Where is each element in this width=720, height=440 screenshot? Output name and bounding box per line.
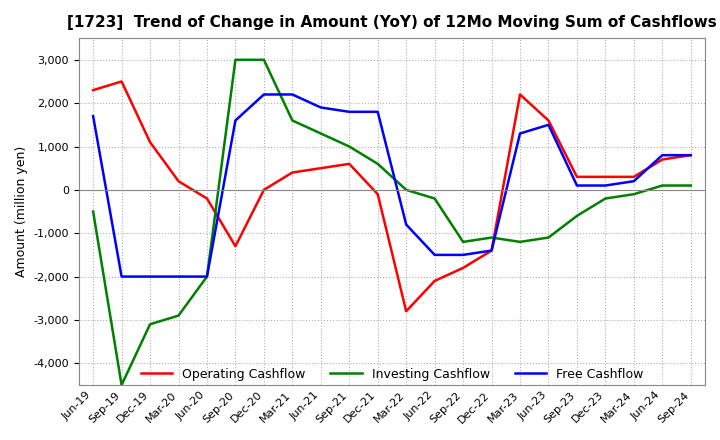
Operating Cashflow <box>202 196 211 201</box>
Free Cashflow <box>317 105 325 110</box>
Operating Cashflow <box>516 92 524 97</box>
Investing Cashflow <box>516 239 524 245</box>
Operating Cashflow <box>544 118 553 123</box>
Free Cashflow <box>145 274 154 279</box>
Free Cashflow <box>459 252 467 257</box>
Investing Cashflow <box>487 235 496 240</box>
Operating Cashflow <box>89 88 97 93</box>
Operating Cashflow <box>629 174 638 180</box>
Operating Cashflow <box>145 139 154 145</box>
Free Cashflow <box>288 92 297 97</box>
Investing Cashflow <box>345 144 354 149</box>
Free Cashflow <box>572 183 581 188</box>
Investing Cashflow <box>459 239 467 245</box>
Operating Cashflow <box>260 187 269 192</box>
Operating Cashflow <box>345 161 354 166</box>
Free Cashflow <box>374 109 382 114</box>
Y-axis label: Amount (million yen): Amount (million yen) <box>15 146 28 277</box>
Free Cashflow <box>231 118 240 123</box>
Title: [1723]  Trend of Change in Amount (YoY) of 12Mo Moving Sum of Cashflows: [1723] Trend of Change in Amount (YoY) o… <box>67 15 717 30</box>
Free Cashflow <box>516 131 524 136</box>
Free Cashflow <box>117 274 126 279</box>
Investing Cashflow <box>202 274 211 279</box>
Operating Cashflow <box>431 278 439 283</box>
Free Cashflow <box>686 153 695 158</box>
Operating Cashflow <box>487 248 496 253</box>
Investing Cashflow <box>629 191 638 197</box>
Operating Cashflow <box>459 265 467 271</box>
Operating Cashflow <box>117 79 126 84</box>
Investing Cashflow <box>374 161 382 166</box>
Investing Cashflow <box>117 382 126 388</box>
Free Cashflow <box>345 109 354 114</box>
Operating Cashflow <box>231 244 240 249</box>
Free Cashflow <box>601 183 610 188</box>
Operating Cashflow <box>572 174 581 180</box>
Investing Cashflow <box>402 187 410 192</box>
Free Cashflow <box>402 222 410 227</box>
Free Cashflow <box>174 274 183 279</box>
Investing Cashflow <box>89 209 97 214</box>
Investing Cashflow <box>658 183 667 188</box>
Investing Cashflow <box>231 57 240 62</box>
Investing Cashflow <box>544 235 553 240</box>
Free Cashflow <box>431 252 439 257</box>
Investing Cashflow <box>288 118 297 123</box>
Operating Cashflow <box>174 179 183 184</box>
Line: Operating Cashflow: Operating Cashflow <box>93 81 690 311</box>
Free Cashflow <box>89 114 97 119</box>
Operating Cashflow <box>317 165 325 171</box>
Line: Free Cashflow: Free Cashflow <box>93 95 690 277</box>
Investing Cashflow <box>317 131 325 136</box>
Investing Cashflow <box>145 322 154 327</box>
Line: Investing Cashflow: Investing Cashflow <box>93 60 690 385</box>
Investing Cashflow <box>260 57 269 62</box>
Free Cashflow <box>260 92 269 97</box>
Investing Cashflow <box>572 213 581 219</box>
Investing Cashflow <box>174 313 183 318</box>
Operating Cashflow <box>402 308 410 314</box>
Free Cashflow <box>629 179 638 184</box>
Legend: Operating Cashflow, Investing Cashflow, Free Cashflow: Operating Cashflow, Investing Cashflow, … <box>135 363 648 385</box>
Investing Cashflow <box>601 196 610 201</box>
Operating Cashflow <box>658 157 667 162</box>
Operating Cashflow <box>686 153 695 158</box>
Investing Cashflow <box>431 196 439 201</box>
Free Cashflow <box>658 153 667 158</box>
Free Cashflow <box>202 274 211 279</box>
Operating Cashflow <box>288 170 297 175</box>
Investing Cashflow <box>686 183 695 188</box>
Operating Cashflow <box>601 174 610 180</box>
Operating Cashflow <box>374 191 382 197</box>
Free Cashflow <box>487 248 496 253</box>
Free Cashflow <box>544 122 553 128</box>
